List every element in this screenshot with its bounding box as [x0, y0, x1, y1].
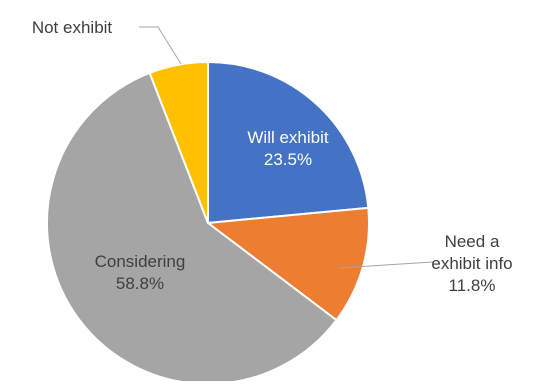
data-label-not-exhibit: Not exhibit — [32, 18, 113, 37]
leader-line-need-a-exhibit-info — [337, 261, 434, 269]
slices-layer — [46, 61, 370, 385]
pie-slice-not-exhibit — [148, 61, 209, 224]
leader-lines-layer — [139, 26, 434, 269]
pie-slice-will-exhibit — [207, 61, 370, 224]
leader-line-not-exhibit — [139, 26, 182, 65]
data-label-will-exhibit: Will exhibit 23.5% — [247, 128, 329, 169]
labels-layer: Will exhibit 23.5% Need a exhibit info 11.8%… — [32, 18, 513, 295]
pie-slice-considering — [46, 71, 338, 385]
data-label-considering: Considering 58.8% — [95, 252, 186, 293]
pie-slice-need-a-exhibit-info — [207, 206, 370, 322]
data-label-need-a-exhibit-info: Need a exhibit info 11.8% — [431, 232, 512, 295]
